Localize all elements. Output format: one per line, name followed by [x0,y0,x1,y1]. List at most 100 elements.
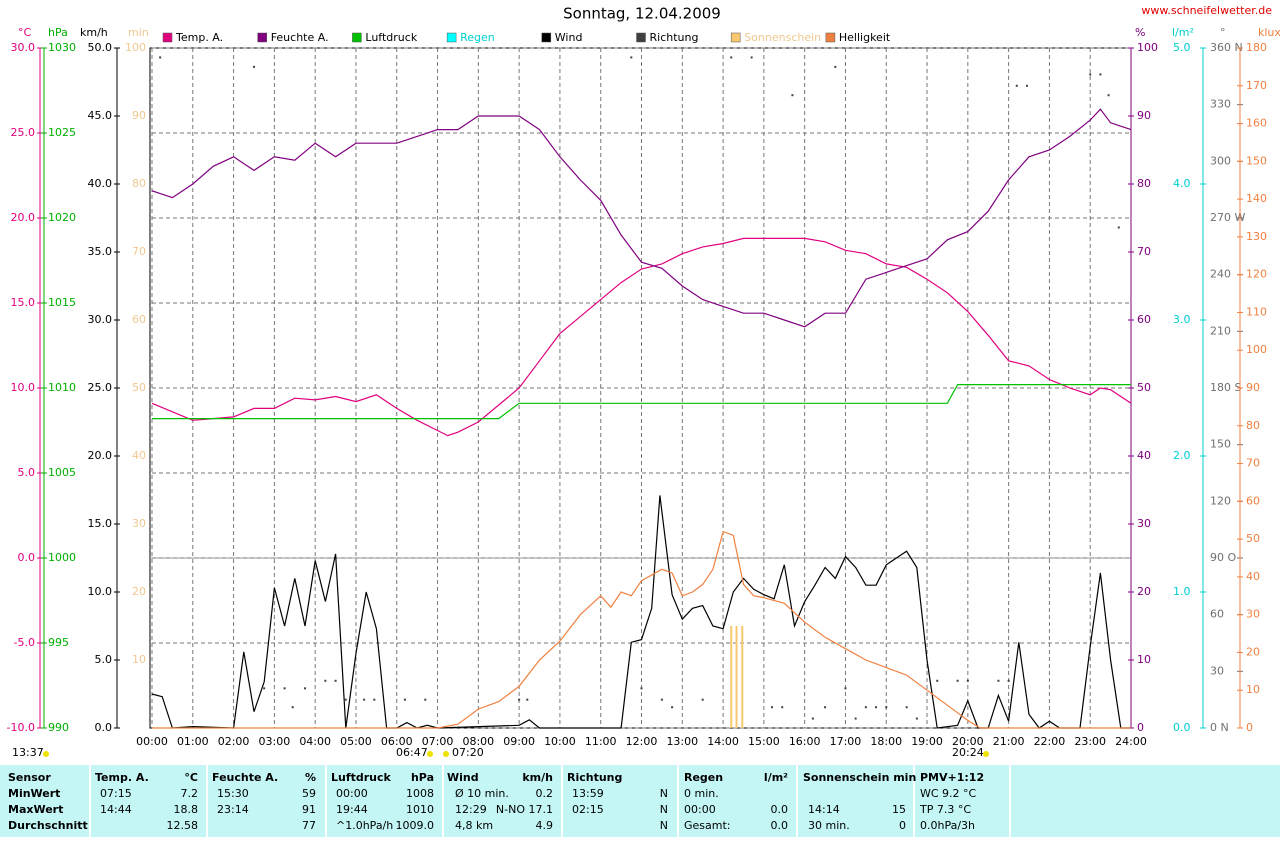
y-tick-label: 60 [1210,608,1224,621]
sun-annotation: 13:37 [12,746,44,759]
sun-icon [43,751,49,757]
table-cell: 23:14 [217,803,249,816]
y-tick-label: 80 [132,177,146,190]
x-tick-label: 16:00 [789,735,821,748]
y-tick-label: 40 [132,449,146,462]
x-tick-label: 15:00 [748,735,780,748]
y-tick-label: -5.0 [14,636,35,649]
direction-dot [324,679,327,682]
y-tick-label: 15.0 [88,517,113,530]
y-tick-label: 10 [1246,683,1260,696]
legend-label: Sonnenschein [744,31,821,44]
table-header: Sonnenschein min [803,771,916,784]
y-tick-label: 130 [1246,230,1267,243]
table-cell: 0.0hPa/3h [920,819,975,832]
y-tick-label: 60 [1137,313,1151,326]
direction-dot [334,679,337,682]
x-tick-label: 08:00 [462,735,494,748]
direction-dot [905,706,908,709]
y-tick-label: 1010 [48,381,76,394]
y-tick-label: 240 [1210,268,1231,281]
table-header: l/m² [764,771,788,784]
direction-dot [344,698,347,701]
axis-unit: l/m² [1172,26,1194,39]
row-label: MinWert [8,787,60,800]
axis-unit: min [128,26,149,39]
direction-dot [660,698,663,701]
y-tick-label: 180 S [1210,381,1241,394]
table-cell: 4,8 km [455,819,493,832]
legend-label: Wind [555,31,583,44]
sun-icon [443,751,449,757]
axis-unit: km/h [80,26,108,39]
y-tick-label: 70 [1137,245,1151,258]
y-tick-label: 5.0 [1173,41,1191,54]
legend-swatch [352,32,362,43]
x-tick-label: 23:00 [1074,735,1106,748]
direction-dot [834,65,837,68]
y-tick-label: 90 [132,109,146,122]
direction-dot [1117,226,1120,229]
table-cell: 0.0 [771,819,789,832]
y-tick-label: 40 [1137,449,1151,462]
direction-dot [518,698,521,701]
y-tick-label: 10 [132,653,146,666]
direction-dot [526,698,529,701]
y-tick-label: 5.0 [95,653,113,666]
x-tick-label: 07:00 [422,735,454,748]
row-label: Durchschnitt [8,819,88,832]
axis-unit: klux [1258,26,1280,39]
y-tick-label: 45.0 [88,109,113,122]
direction-dot [771,706,774,709]
table-cell: 1010 [406,803,434,816]
y-tick-label: 20.0 [88,449,113,462]
table-header: Richtung [567,771,622,784]
source: www.schneifelwetter.de [1141,4,1272,17]
table-header: PMV+1:12 [920,771,984,784]
y-tick-label: 1020 [48,211,76,224]
x-tick-label: 22:00 [1034,735,1066,748]
y-tick-label: 150 [1210,438,1231,451]
table-header: Feuchte A. [212,771,278,784]
table-header: Wind [447,771,479,784]
y-tick-label: 70 [1246,457,1260,470]
y-tick-label: 80 [1137,177,1151,190]
y-tick-label: 0 [1137,721,1144,734]
chart-title: Sonntag, 12.04.2009 [563,5,721,23]
y-tick-label: 140 [1246,192,1267,205]
y-tick-label: 60 [1246,494,1260,507]
legend-swatch [257,32,267,43]
y-tick-label: 0.0 [18,551,36,564]
legend-label: Temp. A. [175,31,223,44]
y-tick-label: 20 [1246,645,1260,658]
y-tick-label: 180 [1246,41,1267,54]
table-cell: 0 [899,819,906,832]
table-cell: N [660,787,668,800]
x-tick-label: 14:00 [707,735,739,748]
table-cell: 07:15 [100,787,132,800]
y-tick-label: 50.0 [88,41,113,54]
y-tick-label: 100 [1137,41,1158,54]
x-tick-label: 21:00 [993,735,1025,748]
axis-unit: °C [18,26,32,39]
legend-swatch [446,32,457,43]
direction-dot [403,698,406,701]
y-tick-label: 50 [132,381,146,394]
y-tick-label: 150 [1246,154,1267,167]
direction-dot [303,687,306,690]
table-header: °C [184,771,198,784]
sun-annotation: 20:24 [952,746,984,759]
direction-dot [811,717,814,720]
table-header: Regen [684,771,723,784]
y-tick-label: 990 [48,721,69,734]
table-cell: 0.2 [536,787,554,800]
y-tick-label: 1000 [48,551,76,564]
direction-dot [424,698,427,701]
direction-dot [630,56,633,59]
table-cell: Ø 10 min. [455,787,509,800]
table-cell: 18.8 [174,803,199,816]
x-tick-label: 02:00 [218,735,250,748]
table-cell: N [660,803,668,816]
